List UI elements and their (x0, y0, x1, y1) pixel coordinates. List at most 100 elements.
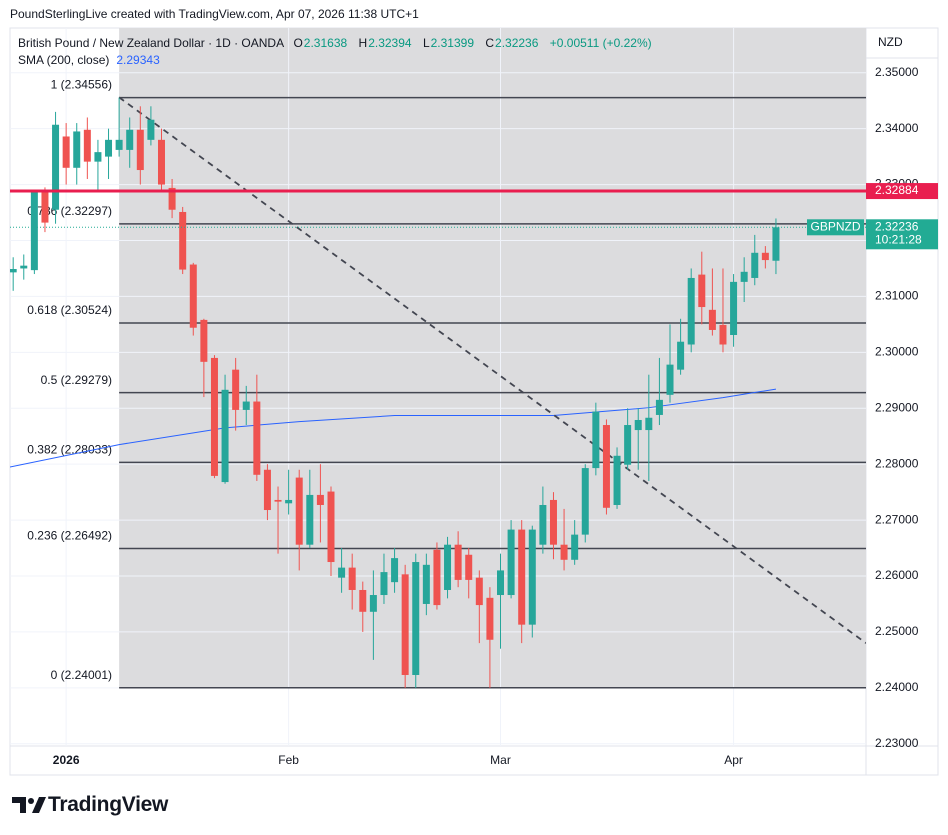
candle-body (602, 425, 610, 508)
candle-body (624, 425, 632, 465)
candle-body (698, 274, 706, 308)
candle-body (210, 357, 218, 476)
candle-body (295, 477, 303, 545)
candle-body (348, 567, 356, 590)
candle-body (528, 529, 536, 625)
trendline (118, 96, 866, 644)
brand-logo (12, 797, 46, 813)
last-price-box (866, 219, 938, 250)
candle-body (359, 589, 367, 612)
ohlc-key: O (293, 36, 303, 50)
candle-body (634, 419, 642, 431)
candle-body (10, 269, 17, 273)
candle-body (518, 529, 526, 625)
candle-body (263, 469, 271, 511)
y-tick-label: 2.30000 (875, 345, 919, 359)
ohlc-key: H (358, 36, 368, 50)
symbol-tag (807, 219, 864, 236)
candle-body (613, 455, 621, 505)
candle-body (221, 389, 229, 483)
candle-body (126, 129, 134, 150)
candle-body (486, 597, 494, 640)
y-tick-label: 2.27000 (875, 512, 919, 526)
ohlc-value: 2.32236 (495, 36, 539, 50)
ohlc-key: C (485, 36, 495, 50)
candle-body (30, 191, 38, 271)
fib-zone (119, 28, 866, 688)
candle-body (539, 504, 547, 545)
candle-body (274, 499, 282, 502)
candle-body (242, 401, 250, 410)
x-tick-label: Mar (490, 753, 511, 767)
candle-body (62, 136, 70, 168)
ohlc-value: 2.31399 (430, 36, 475, 50)
candle-body (327, 491, 335, 563)
sma-line (10, 388, 777, 468)
symbol-tag-label: GBPNZD (810, 219, 860, 233)
y-tick-label: 2.25000 (875, 624, 919, 638)
candle-body (179, 211, 187, 270)
candle-body (740, 271, 748, 282)
candle-body (687, 277, 695, 345)
candle-body (115, 139, 123, 150)
fib-label: 0.618 (2.30524) (27, 303, 112, 317)
ohlc-value: 2.31638 (303, 36, 348, 50)
countdown: 10:21:28 (875, 232, 922, 246)
alert-price-box (866, 183, 938, 200)
candle-body (73, 131, 81, 168)
y-tick-label: 2.35000 (875, 65, 919, 79)
candle-body (422, 564, 430, 604)
candle-body (94, 152, 102, 162)
candle-body (677, 341, 685, 370)
candle-body (549, 499, 557, 545)
candle-body (136, 129, 144, 171)
currency: NZD (878, 35, 903, 49)
candle-body (147, 119, 155, 140)
candle-body (560, 544, 568, 560)
candle-body (571, 534, 579, 560)
sma-value: 2.29343 (116, 53, 160, 67)
y-tick-label: 2.23000 (875, 736, 919, 750)
candle-body (253, 401, 261, 475)
x-tick-label: Feb (278, 753, 299, 767)
y-tick-label: 2.34000 (875, 121, 919, 135)
candle-body (655, 399, 663, 415)
candle-body (380, 572, 388, 596)
watermark: PoundSterlingLive created with TradingVi… (10, 7, 419, 21)
candle-body (730, 281, 738, 335)
fib-label: 1 (2.34556) (51, 78, 112, 92)
candle-body (433, 549, 441, 606)
candle-body (719, 324, 727, 345)
y-tick-label: 2.26000 (875, 568, 919, 582)
axes: 2.350002.340002.330002.320002.310002.300… (53, 65, 938, 767)
candle-body (761, 252, 769, 261)
candle-body (666, 364, 674, 395)
candle-body (306, 494, 314, 545)
candle-body (581, 468, 589, 535)
candle-body (465, 554, 473, 580)
fib-label: 0.236 (2.26492) (27, 529, 112, 543)
candle-body (645, 417, 653, 431)
alert-price-label: 2.32884 (875, 183, 919, 197)
fib-label: 0 (2.24001) (51, 668, 112, 682)
y-tick-label: 2.24000 (875, 680, 919, 694)
candle-body (772, 227, 780, 261)
y-tick-label: 2.31000 (875, 289, 919, 303)
candle-body (105, 139, 113, 157)
x-tick-label: Apr (724, 753, 743, 767)
candle-body (507, 529, 515, 596)
sma-legend: SMA (200, close) 2.29343 (18, 53, 161, 67)
candle-body (444, 544, 452, 590)
currency-box (865, 27, 939, 59)
candle-body (232, 369, 240, 410)
sma-name: SMA (200, close) (18, 53, 110, 67)
ohlc-value: 2.32394 (368, 36, 412, 50)
symbol-title: British Pound / New Zealand Dollar · 1D … (18, 36, 285, 50)
ohlc-key: L (422, 36, 430, 50)
change: +0.00511 (+0.22%) (549, 36, 652, 50)
candle-body (338, 567, 346, 578)
candle-body (83, 129, 91, 162)
candle-body (412, 562, 420, 675)
